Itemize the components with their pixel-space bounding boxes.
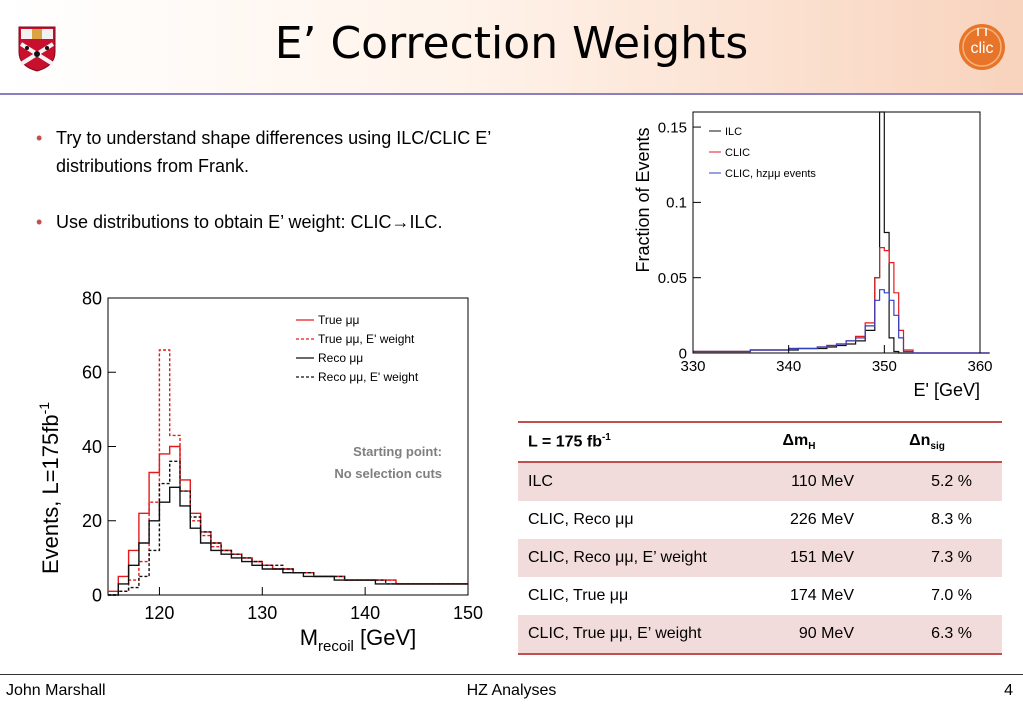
y-tick-label: 0.1 <box>666 195 687 212</box>
x-tick-label: 350 <box>872 358 897 375</box>
bullet-dot-icon: • <box>36 212 43 232</box>
y-tick-label: 0 <box>679 345 687 362</box>
series-line <box>108 349 468 596</box>
x-tick-label: 340 <box>776 358 801 375</box>
row-dm: 110 MeV <box>734 462 872 501</box>
slide-title: E’ Correction Weights <box>274 18 749 69</box>
y-axis-label: Events, L=175fb-1 <box>36 402 63 574</box>
x-tick-label: 130 <box>247 603 277 623</box>
svg-text:clic: clic <box>970 40 993 57</box>
results-table: L = 175 fb-1 ΔmH Δnsig ILC 110 MeV 5.2 %… <box>518 421 1002 655</box>
annotation-line1: Starting point: <box>353 444 442 459</box>
clic-logo-icon: clic <box>959 24 1005 70</box>
table-row: CLIC, True μμ, E’ weight 90 MeV 6.3 % <box>518 615 1002 654</box>
bullet-list: • Try to understand shape differences us… <box>36 124 576 264</box>
x-tick-label: 360 <box>967 358 992 375</box>
recoil-mass-chart: 120 130 140 150 0 20 40 60 80 True μμ True μμ, E… <box>36 288 483 655</box>
row-label: CLIC, True μμ, E’ weight <box>518 615 734 654</box>
e-prime-chart: 330 340 350 360 0 0.05 0.1 0.15 ILC CLIC CLIC, … <box>633 111 993 400</box>
y-axis-label: Fraction of Events <box>633 127 653 272</box>
x-axis-label: Mrecoil [GeV] <box>300 625 417 655</box>
row-dn: 7.0 % <box>931 587 972 604</box>
footer-divider <box>0 674 1023 675</box>
table-row: CLIC, Reco μμ 226 MeV 8.3 % <box>518 501 1002 539</box>
row-dm: 151 MeV <box>734 539 872 577</box>
row-dm: 226 MeV <box>789 511 854 528</box>
legend-label: CLIC, hzμμ events <box>725 168 816 180</box>
x-tick-label: 330 <box>680 358 705 375</box>
row-label: CLIC, Reco μμ, E’ weight <box>518 539 734 577</box>
table-header-label: L = 175 fb-1 <box>528 432 611 451</box>
table-header-dn: Δnsig <box>909 431 945 453</box>
y-tick-label: 0.05 <box>658 270 687 287</box>
row-label: CLIC, True μμ <box>528 587 629 604</box>
bullet-item: • Try to understand shape differences us… <box>36 124 576 180</box>
chart-legend: ILC CLIC CLIC, hzμμ events <box>709 126 816 180</box>
page-number: 4 <box>1004 682 1013 699</box>
series-line <box>693 289 990 354</box>
row-dn: 5.2 % <box>872 462 1002 501</box>
row-dn: 7.3 % <box>872 539 1002 577</box>
slide-header <box>0 0 1023 93</box>
y-tick-label: 0 <box>92 585 102 605</box>
bullet-dot-icon: • <box>36 128 43 148</box>
row-label: ILC <box>518 462 734 501</box>
plot-frame <box>692 111 981 354</box>
table-row: ILC 110 MeV 5.2 % <box>518 462 1002 501</box>
series-line <box>108 460 468 596</box>
x-tick-label: 140 <box>350 603 380 623</box>
bullet-text: Try to understand shape differences usin… <box>56 128 491 176</box>
table-header-row: L = 175 fb-1 ΔmH Δnsig <box>518 422 1002 462</box>
bullet-text: Use distributions to obtain E’ weight: C… <box>56 212 443 232</box>
legend-label: Reco μμ, E' weight <box>318 370 419 384</box>
table-row: CLIC, True μμ 174 MeV 7.0 % <box>518 577 1002 615</box>
legend-label: ILC <box>725 126 742 138</box>
y-tick-label: 0.15 <box>658 119 687 136</box>
table-header-dm: ΔmH <box>782 431 816 453</box>
annotation-line2: No selection cuts <box>334 466 442 481</box>
x-tick-label: 120 <box>144 603 174 623</box>
row-dn: 6.3 % <box>872 615 1002 654</box>
chart-legend: True μμ True μμ, E' weight Reco μμ Reco … <box>296 313 419 384</box>
bullet-item: • Use distributions to obtain E’ weight:… <box>36 208 576 236</box>
y-tick-label: 40 <box>82 437 102 457</box>
cambridge-crest-icon <box>18 26 56 72</box>
slide-footer: John Marshall HZ Analyses 4 <box>0 678 1023 708</box>
plot-frame <box>107 297 469 596</box>
table-row: CLIC, Reco μμ, E’ weight 151 MeV 7.3 % <box>518 539 1002 577</box>
x-tick-label: 150 <box>453 603 483 623</box>
row-dn: 8.3 % <box>931 511 972 528</box>
header-divider <box>0 93 1023 95</box>
legend-label: CLIC <box>725 147 750 159</box>
legend-label: Reco μμ <box>318 351 363 365</box>
x-axis-label: E' [GeV] <box>914 380 980 400</box>
row-dm: 174 MeV <box>789 587 854 604</box>
y-tick-label: 80 <box>82 288 102 308</box>
footer-title: HZ Analyses <box>466 682 557 699</box>
y-tick-label: 60 <box>82 363 102 383</box>
y-tick-label: 20 <box>82 511 102 531</box>
footer-author: John Marshall <box>6 682 106 699</box>
row-dm: 90 MeV <box>734 615 872 654</box>
legend-label: True μμ <box>318 313 359 327</box>
legend-label: True μμ, E' weight <box>318 332 415 346</box>
row-label: CLIC, Reco μμ <box>528 511 634 528</box>
